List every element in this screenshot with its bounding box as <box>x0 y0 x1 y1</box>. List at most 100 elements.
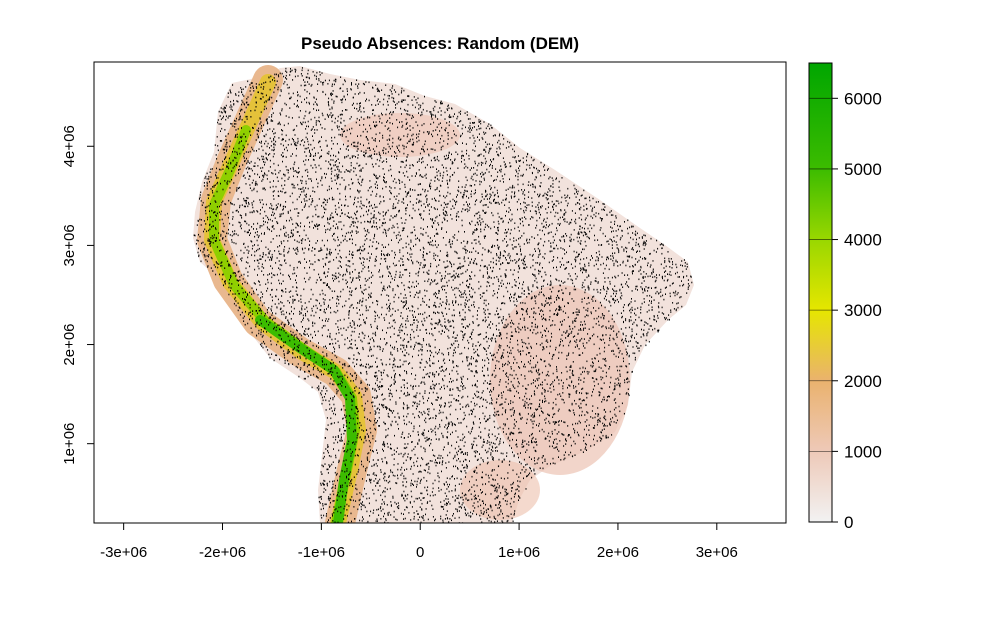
pseudo-absence-point <box>282 274 284 276</box>
pseudo-absence-point <box>593 317 595 320</box>
pseudo-absence-point <box>393 410 395 412</box>
pseudo-absence-point <box>623 304 625 306</box>
pseudo-absence-point <box>401 201 403 203</box>
pseudo-absence-point <box>351 231 353 233</box>
pseudo-absence-point <box>442 519 444 522</box>
pseudo-absence-point <box>278 324 280 327</box>
pseudo-absence-point <box>609 238 611 240</box>
pseudo-absence-point <box>458 445 460 448</box>
pseudo-absence-point <box>574 320 576 322</box>
pseudo-absence-point <box>293 334 295 337</box>
pseudo-absence-point <box>652 268 654 271</box>
pseudo-absence-point <box>252 87 254 89</box>
pseudo-absence-point <box>395 503 397 505</box>
pseudo-absence-point <box>252 245 254 247</box>
pseudo-absence-point <box>461 160 462 163</box>
pseudo-absence-point <box>619 382 621 385</box>
pseudo-absence-point <box>340 433 342 436</box>
pseudo-absence-point <box>372 473 374 475</box>
pseudo-absence-point <box>573 288 575 291</box>
pseudo-absence-point <box>622 286 624 288</box>
pseudo-absence-point <box>291 117 293 119</box>
pseudo-absence-point <box>447 273 449 275</box>
pseudo-absence-point <box>301 75 303 77</box>
pseudo-absence-point <box>196 224 198 226</box>
pseudo-absence-point <box>296 125 298 127</box>
pseudo-absence-point <box>216 183 218 185</box>
pseudo-absence-point <box>309 149 310 152</box>
pseudo-absence-point <box>640 312 642 314</box>
pseudo-absence-point <box>218 123 220 125</box>
pseudo-absence-point <box>654 319 656 321</box>
pseudo-absence-point <box>496 450 498 452</box>
pseudo-absence-point <box>534 459 535 462</box>
pseudo-absence-point <box>430 262 432 265</box>
pseudo-absence-point <box>239 152 241 155</box>
pseudo-absence-point <box>676 293 678 296</box>
pseudo-absence-point <box>640 306 642 308</box>
pseudo-absence-point <box>442 212 444 214</box>
pseudo-absence-point <box>536 326 538 329</box>
pseudo-absence-point <box>440 101 441 104</box>
pseudo-absence-point <box>469 222 470 224</box>
pseudo-absence-point <box>456 219 457 221</box>
pseudo-absence-point <box>497 226 499 229</box>
pseudo-absence-point <box>345 256 347 259</box>
pseudo-absence-point <box>334 179 336 181</box>
pseudo-absence-point <box>243 174 245 177</box>
pseudo-absence-point <box>243 242 245 245</box>
pseudo-absence-point <box>260 167 262 169</box>
pseudo-absence-point <box>493 199 494 201</box>
pseudo-absence-point <box>573 238 575 241</box>
pseudo-absence-point <box>428 203 430 205</box>
pseudo-absence-point <box>379 348 381 351</box>
pseudo-absence-point <box>372 450 373 452</box>
pseudo-absence-point <box>476 228 478 231</box>
pseudo-absence-point <box>404 452 406 455</box>
pseudo-absence-point <box>495 374 497 377</box>
pseudo-absence-point <box>561 257 563 260</box>
pseudo-absence-point <box>553 266 554 269</box>
pseudo-absence-point <box>454 158 456 160</box>
pseudo-absence-point <box>262 155 264 158</box>
pseudo-absence-point <box>288 323 290 325</box>
pseudo-absence-point <box>545 319 547 322</box>
pseudo-absence-point <box>440 204 442 207</box>
pseudo-absence-point <box>259 226 261 229</box>
pseudo-absence-point <box>310 357 312 359</box>
pseudo-absence-point <box>469 480 470 483</box>
pseudo-absence-point <box>260 291 262 293</box>
pseudo-absence-point <box>435 283 437 285</box>
pseudo-absence-point <box>322 399 324 402</box>
pseudo-absence-point <box>479 406 481 408</box>
pseudo-absence-point <box>413 322 415 324</box>
pseudo-absence-point <box>383 444 385 446</box>
pseudo-absence-point <box>547 168 549 170</box>
pseudo-absence-point <box>362 267 364 270</box>
pseudo-absence-point <box>398 428 399 430</box>
pseudo-absence-point <box>413 245 414 247</box>
pseudo-absence-point <box>524 202 526 204</box>
pseudo-absence-point <box>573 184 575 187</box>
pseudo-absence-point <box>225 143 227 146</box>
pseudo-absence-point <box>411 253 413 255</box>
pseudo-absence-point <box>591 366 593 368</box>
pseudo-absence-point <box>460 113 461 115</box>
pseudo-absence-point <box>429 500 431 502</box>
pseudo-absence-point <box>570 366 572 368</box>
pseudo-absence-point <box>584 323 586 326</box>
pseudo-absence-point <box>614 382 616 385</box>
pseudo-absence-point <box>406 415 408 418</box>
pseudo-absence-point <box>326 201 328 203</box>
pseudo-absence-point <box>521 443 523 446</box>
pseudo-absence-point <box>373 340 375 343</box>
pseudo-absence-point <box>424 419 426 422</box>
pseudo-absence-point <box>249 90 251 92</box>
pseudo-absence-point <box>262 166 264 169</box>
pseudo-absence-point <box>331 187 332 190</box>
pseudo-absence-point <box>519 165 521 167</box>
pseudo-absence-point <box>430 442 432 445</box>
pseudo-absence-point <box>357 347 358 349</box>
pseudo-absence-point <box>591 377 593 379</box>
pseudo-absence-point <box>463 326 465 328</box>
